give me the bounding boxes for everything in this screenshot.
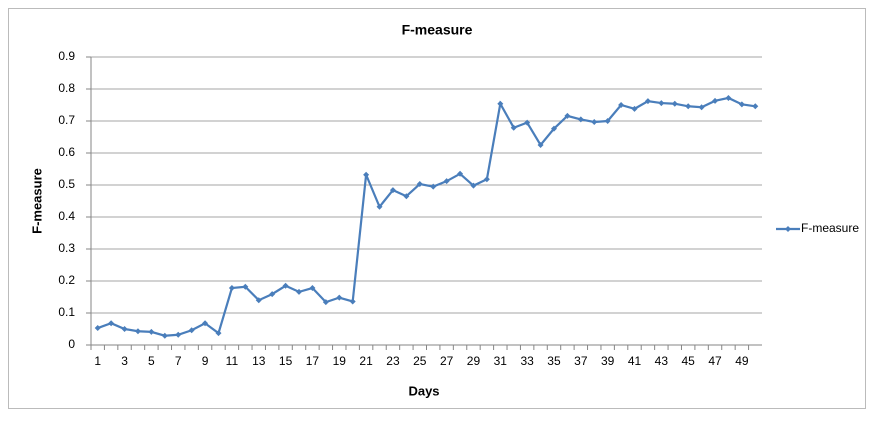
point-marker bbox=[242, 283, 249, 290]
point-marker bbox=[215, 330, 222, 337]
x-tick-label: 21 bbox=[359, 354, 373, 368]
point-marker bbox=[725, 94, 732, 101]
x-tick-label: 13 bbox=[252, 354, 266, 368]
y-tick-label: 0.6 bbox=[58, 145, 75, 159]
x-tick-label: 3 bbox=[121, 354, 128, 368]
point-marker bbox=[161, 332, 168, 339]
y-tick-label: 0 bbox=[68, 337, 75, 351]
x-tick-label: 37 bbox=[574, 354, 588, 368]
point-marker bbox=[175, 331, 182, 338]
point-marker bbox=[524, 119, 531, 126]
point-marker bbox=[202, 320, 209, 327]
point-marker bbox=[255, 297, 262, 304]
point-marker bbox=[671, 100, 678, 107]
x-tick-label: 39 bbox=[601, 354, 615, 368]
x-tick-label: 43 bbox=[655, 354, 669, 368]
point-marker bbox=[483, 176, 490, 183]
y-tick-label: 0.4 bbox=[58, 209, 75, 223]
point-marker bbox=[188, 327, 195, 334]
point-marker bbox=[349, 298, 356, 305]
x-tick-label: 17 bbox=[306, 354, 320, 368]
x-tick-label: 9 bbox=[202, 354, 209, 368]
point-marker bbox=[148, 328, 155, 335]
y-tick-label: 0.3 bbox=[58, 241, 75, 255]
y-tick-label: 0.1 bbox=[58, 305, 75, 319]
y-tick-label: 0.7 bbox=[58, 113, 75, 127]
x-tick-label: 19 bbox=[333, 354, 347, 368]
point-marker bbox=[577, 116, 584, 123]
y-tick-label: 0.8 bbox=[58, 81, 75, 95]
point-marker bbox=[738, 101, 745, 108]
point-marker bbox=[618, 102, 625, 108]
x-tick-label: 5 bbox=[148, 354, 155, 368]
point-marker bbox=[564, 112, 571, 119]
x-tick-label: 29 bbox=[467, 354, 481, 368]
point-marker bbox=[416, 181, 423, 188]
chart-title: F-measure bbox=[402, 22, 473, 38]
point-marker bbox=[631, 105, 638, 112]
point-marker bbox=[363, 171, 370, 178]
series-line bbox=[97, 96, 756, 337]
x-tick-label: 31 bbox=[494, 354, 508, 368]
point-marker bbox=[497, 100, 504, 107]
point-marker bbox=[604, 118, 611, 124]
point-marker bbox=[698, 104, 705, 111]
point-marker bbox=[108, 320, 115, 327]
point-marker bbox=[644, 98, 651, 105]
point-marker bbox=[134, 328, 141, 335]
point-marker bbox=[470, 182, 477, 189]
point-marker bbox=[336, 294, 343, 301]
legend-marker bbox=[785, 226, 791, 232]
point-marker bbox=[685, 103, 692, 110]
point-marker bbox=[296, 288, 303, 295]
point-marker bbox=[269, 291, 276, 298]
x-tick-label: 23 bbox=[386, 354, 400, 368]
point-marker bbox=[537, 142, 544, 148]
point-marker bbox=[510, 124, 517, 131]
point-marker bbox=[550, 125, 557, 132]
x-tick-label: 7 bbox=[175, 354, 182, 368]
point-marker bbox=[228, 285, 235, 292]
x-tick-label: 45 bbox=[682, 354, 696, 368]
y-tick-label: 0.5 bbox=[58, 177, 75, 191]
y-tick-label: 0.2 bbox=[58, 273, 75, 287]
y-axis-title: F-measure bbox=[29, 168, 44, 234]
x-tick-label: 25 bbox=[413, 354, 427, 368]
point-marker bbox=[376, 203, 383, 210]
point-marker bbox=[121, 326, 128, 332]
point-marker bbox=[322, 299, 329, 306]
legend-label: F-measure bbox=[801, 221, 859, 235]
point-marker bbox=[282, 282, 289, 289]
point-marker bbox=[309, 285, 316, 292]
x-tick-label: 33 bbox=[520, 354, 534, 368]
x-tick-label: 49 bbox=[735, 354, 749, 368]
x-tick-label: 35 bbox=[547, 354, 561, 368]
x-tick-label: 41 bbox=[628, 354, 642, 368]
x-tick-label: 15 bbox=[279, 354, 293, 368]
point-marker bbox=[457, 170, 464, 177]
point-marker bbox=[94, 325, 101, 332]
chart-frame bbox=[8, 8, 866, 409]
point-marker bbox=[443, 178, 450, 185]
x-tick-label: 11 bbox=[226, 354, 239, 368]
point-marker bbox=[712, 97, 719, 104]
y-tick-label: 0.9 bbox=[58, 49, 75, 63]
point-marker bbox=[752, 103, 759, 110]
point-marker bbox=[430, 183, 437, 190]
point-marker bbox=[389, 187, 396, 194]
point-marker bbox=[658, 100, 665, 107]
point-marker bbox=[403, 193, 410, 200]
x-tick-label: 1 bbox=[94, 354, 101, 368]
point-marker bbox=[591, 118, 598, 125]
x-tick-label: 27 bbox=[440, 354, 454, 368]
x-axis-title: Days bbox=[408, 383, 439, 398]
x-tick-label: 47 bbox=[708, 354, 722, 368]
